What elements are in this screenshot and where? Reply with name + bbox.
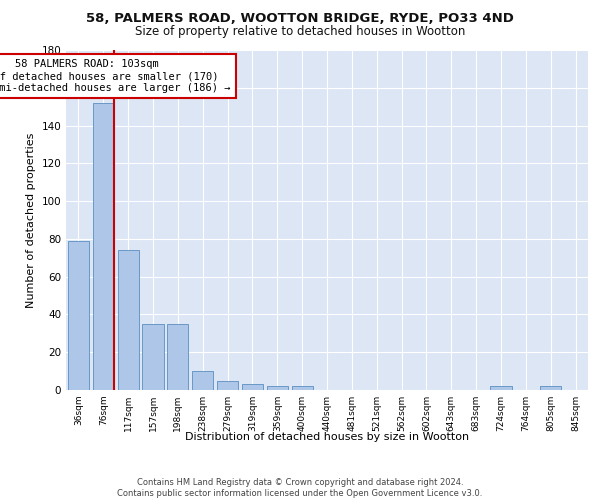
Bar bbox=[267, 386, 288, 390]
Bar bbox=[292, 386, 313, 390]
Bar bbox=[118, 250, 139, 390]
Bar bbox=[217, 380, 238, 390]
Bar bbox=[490, 386, 512, 390]
Y-axis label: Number of detached properties: Number of detached properties bbox=[26, 132, 36, 308]
Bar bbox=[68, 241, 89, 390]
Bar bbox=[142, 324, 164, 390]
Text: Size of property relative to detached houses in Wootton: Size of property relative to detached ho… bbox=[135, 25, 465, 38]
Bar bbox=[93, 103, 114, 390]
Bar bbox=[242, 384, 263, 390]
Bar bbox=[540, 386, 561, 390]
Text: Distribution of detached houses by size in Wootton: Distribution of detached houses by size … bbox=[185, 432, 469, 442]
Text: 58, PALMERS ROAD, WOOTTON BRIDGE, RYDE, PO33 4ND: 58, PALMERS ROAD, WOOTTON BRIDGE, RYDE, … bbox=[86, 12, 514, 26]
Text: 58 PALMERS ROAD: 103sqm
← 48% of detached houses are smaller (170)
52% of semi-d: 58 PALMERS ROAD: 103sqm ← 48% of detache… bbox=[0, 60, 231, 92]
Text: Contains HM Land Registry data © Crown copyright and database right 2024.
Contai: Contains HM Land Registry data © Crown c… bbox=[118, 478, 482, 498]
Bar bbox=[192, 371, 213, 390]
Bar bbox=[167, 324, 188, 390]
